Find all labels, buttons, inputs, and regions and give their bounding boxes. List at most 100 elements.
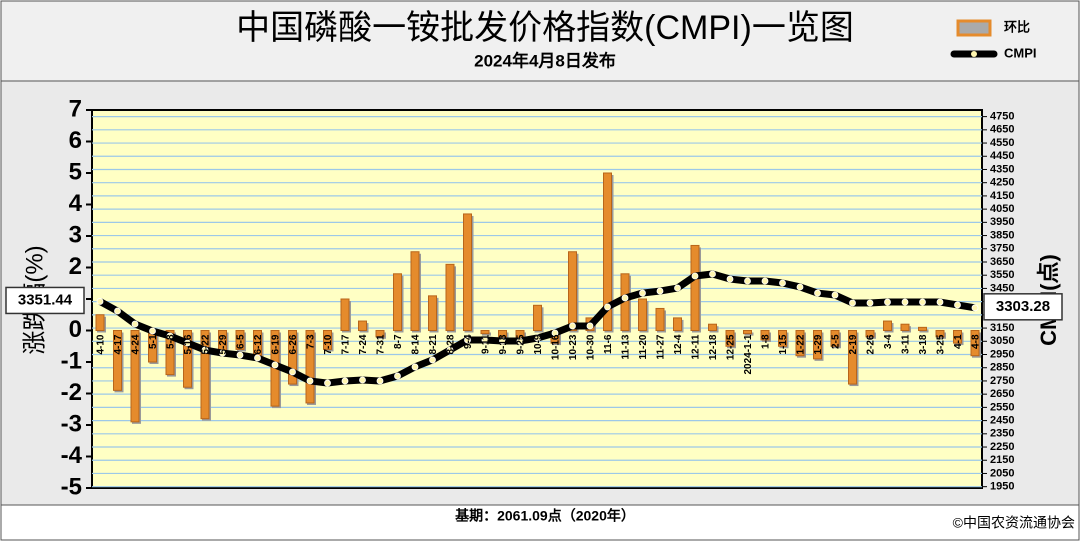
- line-point: [901, 298, 909, 306]
- bar: [690, 244, 700, 331]
- line-point: [866, 299, 874, 307]
- y2-tick-label: 2150: [990, 454, 1014, 466]
- x-tick-label: 4-1: [953, 334, 964, 349]
- y-tick-label: -3: [61, 410, 82, 437]
- line-point: [919, 298, 926, 306]
- bar: [200, 330, 210, 420]
- y2-tick-label: 3150: [990, 322, 1014, 334]
- line-point: [534, 334, 541, 342]
- x-tick-label: 6-26: [288, 334, 299, 354]
- bar: [655, 307, 665, 332]
- line-point: [306, 377, 314, 385]
- x-tick-label: 12-18: [708, 334, 719, 360]
- line-point: [271, 361, 279, 369]
- line-point: [201, 346, 209, 354]
- callout-label: 3303.28: [996, 298, 1050, 315]
- x-tick-label: 11-13: [621, 334, 632, 359]
- y2-tick-label: 3050: [990, 335, 1014, 347]
- x-tick-label: 1-22: [796, 334, 807, 354]
- bar: [900, 323, 910, 332]
- x-tick-label: 12-11: [691, 334, 702, 359]
- line-point: [166, 332, 174, 340]
- x-tick-label: 10-16: [551, 334, 562, 360]
- line-point: [289, 368, 296, 376]
- line-point: [884, 298, 891, 306]
- line-point: [446, 346, 454, 354]
- y2-tick-label: 3650: [990, 256, 1014, 268]
- x-tick-label: 9-18: [498, 334, 509, 354]
- y2-tick-label: 4650: [990, 124, 1014, 136]
- line-point: [114, 307, 121, 315]
- x-tick-label: 5-8: [166, 334, 177, 349]
- y2-tick-label: 2550: [990, 401, 1014, 413]
- bar: [865, 330, 875, 338]
- bar: [358, 320, 367, 331]
- y2-tick-label: 2850: [990, 362, 1014, 374]
- line-point: [184, 339, 191, 347]
- chart-subtitle: 2024年4月8日发布: [474, 50, 616, 70]
- x-tick-label: 11-27: [656, 334, 667, 359]
- line-point: [499, 337, 506, 345]
- line-point: [954, 301, 961, 309]
- x-tick-label: 5-22: [201, 334, 212, 354]
- callout-box: [5, 286, 85, 315]
- bar: [830, 330, 840, 347]
- bar: [235, 330, 245, 350]
- bar: [113, 330, 122, 391]
- line-point: [744, 277, 751, 285]
- bar: [533, 304, 542, 331]
- x-tick-label: 7-31: [376, 334, 387, 354]
- y2-tick-label: 2950: [990, 348, 1014, 360]
- y2-tick-label: 2250: [990, 441, 1014, 453]
- line-point: [674, 284, 681, 292]
- line-point: [586, 322, 594, 330]
- line-point: [219, 349, 226, 357]
- x-tick-label: 4-24: [131, 334, 142, 354]
- y2-tick-label: 2750: [990, 375, 1014, 387]
- y2-tick-label: 3450: [990, 282, 1014, 294]
- x-tick-label: 6-5: [236, 334, 247, 349]
- bar: [953, 330, 962, 344]
- line-point: [656, 287, 664, 295]
- x-tick-label: 2024-1-1: [743, 334, 754, 374]
- y-tick-label: 2: [69, 253, 82, 280]
- line-point: [394, 372, 401, 380]
- bar: [725, 330, 735, 347]
- line-point: [551, 329, 559, 337]
- x-tick-label: 8-14: [411, 334, 422, 354]
- y2-tick-label: 4550: [990, 137, 1014, 149]
- line-point: [761, 277, 769, 285]
- x-tick-label: 7-3: [306, 334, 317, 349]
- x-tick-label: 1-15: [778, 334, 789, 354]
- y-tick-label: 5: [69, 158, 82, 185]
- bar: [760, 330, 770, 341]
- line-point: [814, 289, 821, 297]
- y-tick-label: -2: [61, 379, 82, 406]
- line-point: [429, 356, 436, 364]
- x-tick-label: 1-29: [813, 334, 824, 354]
- line-point: [709, 270, 716, 278]
- bar: [813, 330, 822, 360]
- y-tick-label: 4: [69, 190, 83, 217]
- line-point: [481, 336, 489, 344]
- x-tick-label: 9-4: [463, 334, 474, 349]
- x-tick-label: 4-10: [96, 334, 107, 354]
- x-tick-label: 7-24: [358, 334, 369, 354]
- x-tick-label: 11-20: [638, 334, 649, 359]
- x-tick-label: 3-4: [883, 334, 894, 349]
- plot-area: [91, 109, 983, 489]
- bar: [463, 213, 472, 331]
- x-tick-label: 4-8: [971, 334, 982, 349]
- x-tick-label: 3-11: [901, 334, 912, 354]
- line-point: [254, 354, 261, 362]
- y2-tick-label: 2350: [990, 428, 1014, 440]
- y-tick-label: -1: [61, 347, 82, 374]
- line-point: [131, 320, 139, 328]
- bar: [183, 330, 192, 388]
- x-tick-label: 10-30: [586, 334, 597, 360]
- line-point: [359, 376, 366, 384]
- bar: [970, 330, 980, 357]
- bar: [638, 298, 647, 331]
- bar: [165, 330, 175, 376]
- bar: [795, 330, 805, 357]
